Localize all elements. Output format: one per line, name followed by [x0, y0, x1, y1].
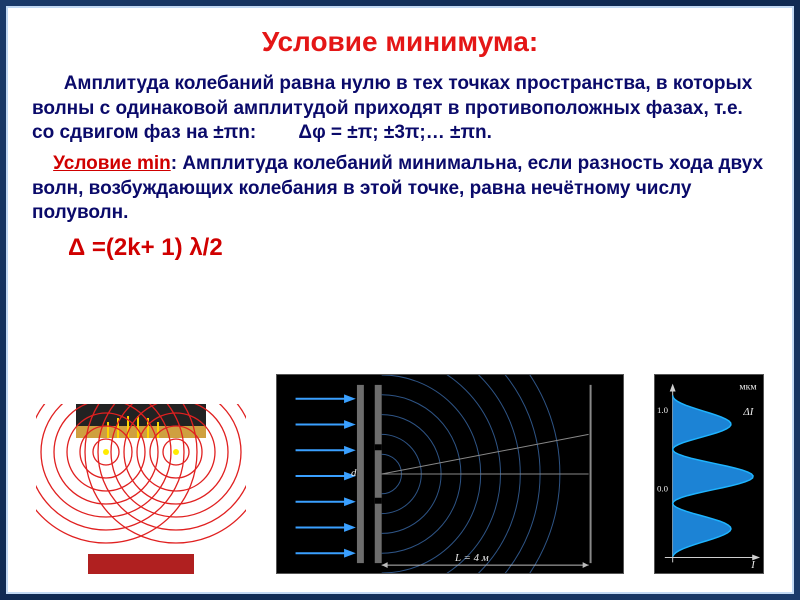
- body-text: Амплитуда колебаний равна нулю в тех точ…: [32, 72, 768, 226]
- L-label: L = 4 м: [454, 552, 489, 564]
- slide-title: Условие минимума:: [32, 26, 768, 58]
- figures-row: d L = 4 м мкм ΔI 1.0 0.0 I: [36, 374, 764, 574]
- delta-I-label: ΔI: [742, 406, 754, 418]
- intensity-profile-figure: мкм ΔI 1.0 0.0 I: [654, 374, 764, 574]
- ytick-0: 0.0: [657, 484, 669, 494]
- phase-formula: Δφ = ±π; ±3π;… ±πn.: [298, 122, 492, 143]
- x-axis-label: I: [750, 559, 756, 571]
- double-slit-figure: d L = 4 м: [276, 374, 624, 574]
- main-formula: Δ =(2k+ 1) λ/2: [68, 234, 768, 262]
- slide-frame: Условие минимума: Амплитуда колебаний ра…: [6, 6, 794, 594]
- paragraph-1: Амплитуда колебаний равна нулю в тех точ…: [32, 72, 768, 146]
- interference-sources-figure: [36, 404, 246, 574]
- ytick-1: 1.0: [657, 405, 669, 415]
- paragraph-2: Условие min: Амплитуда колебаний минимал…: [32, 152, 768, 226]
- condition-min-label: Условие min: [53, 153, 171, 174]
- d-label: d: [351, 467, 357, 479]
- top-unit-label: мкм: [739, 382, 756, 393]
